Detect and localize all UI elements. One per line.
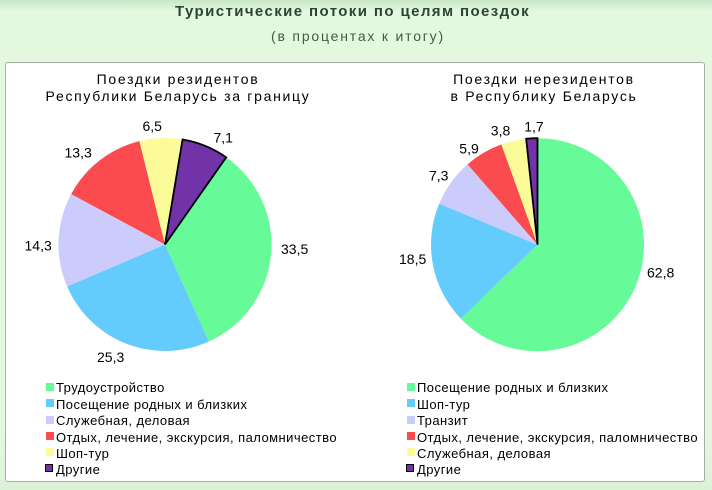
svg-text:13,3: 13,3 [65,145,92,161]
svg-text:7,3: 7,3 [429,167,449,183]
svg-text:5,9: 5,9 [459,140,479,156]
svg-text:18,5: 18,5 [399,251,426,267]
svg-text:1,7: 1,7 [524,119,544,135]
svg-text:33,5: 33,5 [281,241,308,257]
svg-text:62,8: 62,8 [647,264,674,280]
svg-text:6,5: 6,5 [143,118,163,134]
svg-text:3,8: 3,8 [491,123,511,139]
svg-text:7,1: 7,1 [214,129,234,145]
svg-text:14,3: 14,3 [25,238,52,254]
svg-text:25,3: 25,3 [97,349,124,365]
